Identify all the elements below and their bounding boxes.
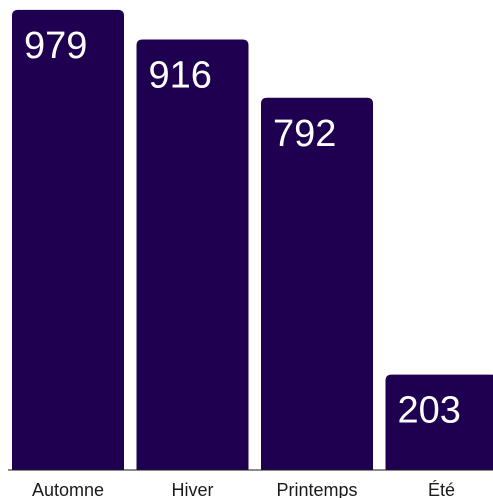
bar-1 [136, 39, 249, 470]
bars-layer [12, 9, 493, 471]
x-tick-label-1: Hiver [171, 480, 213, 498]
bar-value-label-3: 203 [398, 390, 461, 432]
bar-2 [261, 97, 373, 470]
bar-0 [12, 9, 124, 471]
bar-value-label-2: 792 [273, 113, 336, 155]
bar-3 [385, 374, 493, 470]
bar-value-label-0: 979 [24, 25, 87, 67]
x-tick-label-3: Été [428, 480, 455, 498]
x-tick-labels-layer: Automne Hiver Printemps Été [32, 480, 455, 498]
bar-value-label-1: 916 [149, 54, 212, 96]
value-labels-layer: 979 916 792 203 [24, 25, 461, 432]
x-tick-label-0: Automne [32, 480, 104, 498]
x-tick-label-2: Printemps [276, 480, 357, 498]
